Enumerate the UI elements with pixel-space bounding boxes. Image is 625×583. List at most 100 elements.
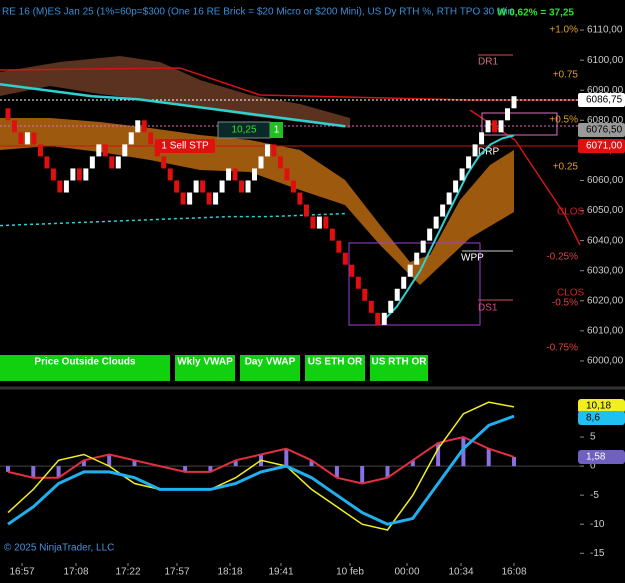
renko-brick: [232, 168, 238, 181]
renko-brick: [414, 252, 420, 265]
renko-brick: [102, 144, 108, 157]
price-flag: [578, 93, 625, 107]
renko-brick: [226, 168, 232, 181]
renko-brick: [180, 192, 186, 205]
renko-brick: [453, 180, 459, 193]
renko-brick: [109, 156, 115, 169]
y-tick-label: 6080,00: [587, 115, 624, 126]
renko-brick: [264, 144, 270, 157]
histogram-bar: [334, 466, 339, 478]
x-tick-label: 10:34: [448, 567, 473, 578]
renko-brick: [446, 192, 452, 205]
oscillator-blue: [7, 414, 515, 526]
toolbar-button[interactable]: [240, 355, 300, 381]
renko-brick: [83, 168, 89, 181]
renko-brick: [316, 216, 322, 229]
y-tick-label: 6020,00: [587, 295, 624, 306]
renko-brick: [70, 168, 76, 181]
histogram-bar: [284, 448, 289, 467]
renko-brick: [76, 168, 82, 181]
renko-brick: [329, 228, 335, 241]
oscillator-flag-label: 10,18: [586, 401, 611, 412]
toolbar-button[interactable]: [175, 355, 235, 381]
renko-brick: [277, 156, 283, 169]
renko-brick: [167, 168, 173, 181]
renko-brick: [89, 156, 95, 169]
percent-label: +0.5%: [549, 115, 578, 126]
order-box[interactable]: [155, 139, 215, 153]
renko-brick: [388, 300, 394, 313]
y-tick-label: 5: [590, 432, 596, 443]
renko-brick: [349, 264, 355, 277]
histogram-bar: [31, 466, 36, 478]
renko-brick: [115, 156, 121, 169]
toolbar-button[interactable]: [0, 355, 170, 381]
renko-brick: [355, 276, 361, 289]
y-tick-label: 6100,00: [587, 55, 624, 66]
pink-box: [481, 112, 558, 136]
toolbar-button-label[interactable]: Price Outside Clouds: [34, 357, 136, 368]
renko-brick: [498, 120, 504, 133]
x-tick-label: 18:18: [217, 567, 242, 578]
tpo-box: [348, 242, 481, 326]
toolbar-button-label[interactable]: US ETH OR: [308, 357, 363, 368]
toolbar-button-label[interactable]: Day VWAP: [245, 357, 296, 368]
upper-cloud: [0, 56, 350, 128]
x-tick-label: 16:08: [501, 567, 526, 578]
chart-title: RE 16 (M)ES Jan 25 (1%=60p=$300 (One 16 …: [2, 7, 513, 18]
y-tick-label: 6000,00: [587, 356, 624, 367]
renko-brick: [381, 312, 387, 325]
renko-brick: [11, 120, 17, 133]
renko-brick: [57, 180, 63, 193]
price-flag: [578, 139, 625, 153]
renko-brick: [31, 132, 37, 145]
level-label: CLOS: [557, 207, 585, 218]
renko-brick: [252, 168, 258, 181]
renko-brick: [135, 120, 141, 133]
renko-brick: [492, 120, 498, 133]
toolbar-button-label[interactable]: US RTH OR: [372, 357, 428, 368]
moving-average: [0, 82, 346, 128]
toolbar-button-label[interactable]: Wkly VWAP: [177, 357, 233, 368]
toolbar-button[interactable]: [370, 355, 428, 381]
y-tick-label: -10: [590, 519, 605, 530]
renko-brick: [271, 144, 277, 157]
renko-brick: [128, 132, 134, 145]
x-tick-label: 16:57: [9, 567, 34, 578]
renko-brick: [50, 168, 56, 181]
renko-brick: [440, 204, 446, 217]
oscillator-flag: [578, 399, 625, 413]
renko-brick: [122, 144, 128, 157]
histogram-bar: [81, 460, 86, 467]
renko-brick: [401, 276, 407, 289]
renko-brick: [407, 264, 413, 277]
toolbar-button[interactable]: [305, 355, 365, 381]
renko-brick: [18, 132, 24, 145]
renko-brick: [206, 192, 212, 205]
percent-label: +0.25: [553, 162, 579, 173]
histogram-bar: [360, 466, 365, 484]
level-label: WPP: [461, 253, 484, 264]
histogram-bar: [208, 466, 213, 472]
level-label: DR1: [478, 57, 498, 68]
histogram-bar: [512, 456, 516, 467]
price-flag-label: 6071,00: [586, 141, 623, 152]
renko-brick: [239, 180, 245, 193]
renko-brick: [336, 240, 342, 253]
renko-brick: [174, 180, 180, 193]
histogram-bar: [385, 466, 390, 478]
renko-brick: [219, 180, 225, 193]
order-label[interactable]: 1 Sell STP: [161, 141, 209, 152]
oscillator-flag-label: 1,58: [586, 452, 606, 463]
position-qty-box: [270, 122, 283, 138]
renko-brick: [37, 144, 43, 157]
histogram-bar: [183, 466, 188, 472]
renko-brick: [466, 156, 472, 169]
x-tick-label: 19:41: [268, 567, 293, 578]
oscillator-flag: [578, 411, 625, 425]
renko-brick: [187, 192, 193, 205]
y-tick-label: -5: [590, 490, 599, 501]
renko-brick: [511, 96, 517, 109]
oscillator-flag-label: 8,6: [586, 413, 600, 424]
percent-label: -0.75%: [546, 343, 578, 354]
